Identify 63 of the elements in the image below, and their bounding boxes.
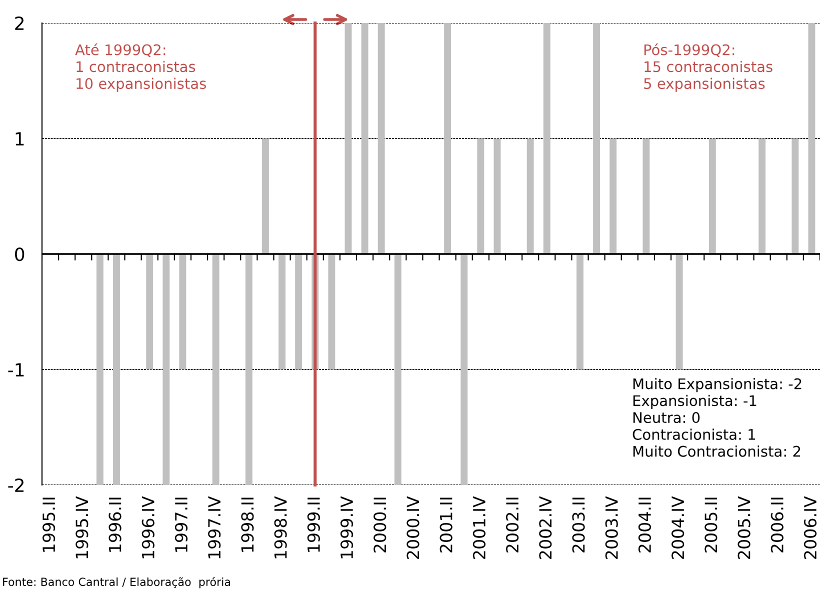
- bar: [212, 254, 220, 485]
- bar: [676, 254, 683, 370]
- bar: [808, 23, 816, 254]
- bar: [328, 254, 336, 370]
- y-tick-label: 2: [15, 16, 24, 30]
- bar: [593, 23, 600, 254]
- x-tick-label: 2005.II: [704, 498, 718, 552]
- bar: [262, 138, 269, 254]
- annotation: Muito Expansionista: -2 Expansionista: -1 Neutra: 0 Contracionista: 1 Muito Contracionista: 2: [632, 378, 802, 457]
- x-tick-label: 2005.IV: [738, 496, 750, 559]
- bar: [344, 23, 352, 254]
- x-tick-label: 1997.IV: [208, 496, 221, 558]
- bar: [610, 138, 617, 254]
- bar: [543, 23, 550, 254]
- x-tick-label: 2006.II: [770, 498, 784, 552]
- bar: [245, 254, 252, 485]
- bar: [576, 254, 584, 370]
- x-tick-label: 1999.IV: [340, 496, 354, 558]
- y-tick-label: -1: [8, 363, 24, 376]
- x-tick-label: 2004.II: [638, 498, 652, 552]
- y-tick-label: 0: [15, 247, 24, 262]
- annotation: Pós-1999Q2: 15 contraconistas 5 expansionistas: [644, 43, 772, 92]
- bar: [162, 254, 170, 485]
- x-tick-label: 2002.II: [506, 498, 519, 552]
- bar: [113, 254, 120, 485]
- x-tick-label: 2001.IV: [472, 496, 486, 559]
- x-tick-label: 2003.IV: [605, 496, 618, 559]
- bar: [278, 254, 286, 370]
- x-tick-label: 1996.IV: [142, 496, 154, 558]
- x-tick-label: 1998.II: [241, 498, 254, 552]
- bar: [378, 23, 385, 254]
- x-tick-label: 2006.IV: [804, 496, 817, 559]
- bar: [295, 254, 302, 370]
- bar: [460, 254, 468, 485]
- x-tick-label: 1999.II: [307, 498, 320, 552]
- x-tick-label: 2001.II: [440, 498, 452, 552]
- bar: [179, 254, 186, 370]
- bar: [477, 138, 484, 254]
- bar: [96, 254, 104, 485]
- x-tick-label: 1995.IV: [76, 496, 88, 558]
- bar: [361, 23, 368, 254]
- x-tick-label: 1996.II: [108, 498, 122, 552]
- source-note: Fonte: Banco Cantral / Elaboração prória: [3, 577, 230, 588]
- annotation: Até 1999Q2: 1 contraconistas 10 expansionistas: [75, 43, 206, 92]
- y-tick-label: 1: [16, 132, 24, 146]
- bar: [526, 138, 534, 254]
- bar: [394, 254, 402, 485]
- bar: [642, 138, 650, 254]
- bar: [146, 254, 154, 370]
- x-tick-label: 2000.IV: [406, 496, 420, 559]
- x-tick-label: 2002.IV: [539, 496, 552, 559]
- x-tick-label: 2000.II: [374, 498, 386, 552]
- x-tick-label: 1997.II: [174, 498, 188, 552]
- bar: [758, 138, 766, 254]
- x-tick-label: 2004.IV: [672, 496, 684, 559]
- bar: [444, 23, 452, 254]
- bar: [792, 138, 799, 254]
- bar: [494, 138, 501, 254]
- x-tick-label: 2003.II: [572, 498, 585, 552]
- x-tick-label: 1998.IV: [274, 496, 287, 558]
- bar: [708, 138, 716, 254]
- x-tick-label: 1995.II: [42, 498, 56, 552]
- y-tick-label: -2: [8, 478, 24, 492]
